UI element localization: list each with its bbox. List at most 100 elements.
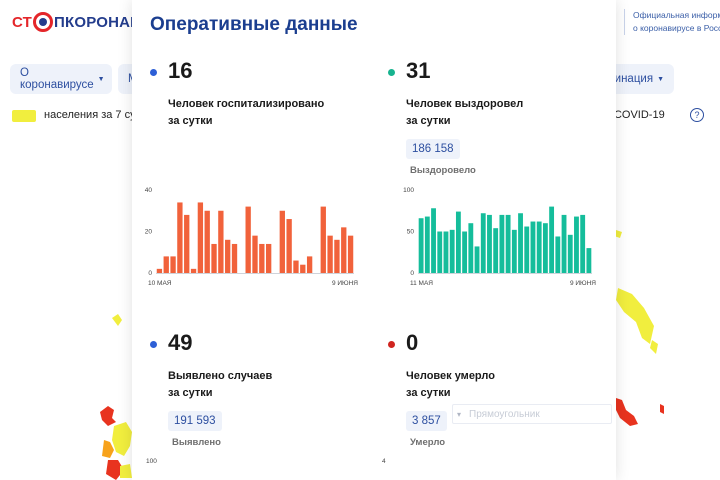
chart-bar[interactable]	[177, 202, 183, 273]
nav-about-coronavirus[interactable]: О коронавирусе ▼	[10, 64, 112, 94]
stat-bullet	[150, 341, 157, 348]
stat-cases: 49 Выявлено случаев за сутки 191 593 Выя…	[150, 330, 370, 456]
official-line-1: Официальная информац	[633, 10, 720, 20]
recovered-line-2: за сутки	[406, 115, 451, 127]
chart-bar[interactable]	[156, 268, 163, 273]
chart-bar[interactable]	[480, 213, 486, 273]
chart-bar[interactable]	[530, 221, 536, 273]
chart-bar[interactable]	[347, 235, 354, 273]
chart-bar[interactable]	[499, 214, 505, 273]
map-region	[112, 314, 122, 326]
recovered-value: 31	[406, 58, 431, 83]
next-chart-ytick-right: 4	[382, 458, 386, 465]
logo-text-kor: ПКОРОНАВИ	[54, 13, 153, 31]
chart-bar[interactable]	[505, 214, 511, 273]
chart-bar[interactable]	[252, 235, 258, 273]
chart-bar[interactable]	[279, 210, 285, 273]
chart-bar[interactable]	[549, 206, 555, 273]
nav-vaccination-label: цинация	[608, 73, 654, 85]
map-region	[650, 340, 658, 354]
chart-bar[interactable]	[449, 229, 455, 273]
chart-bar[interactable]	[455, 211, 461, 273]
x-end-label: 9 ИЮНЯ	[332, 280, 358, 287]
chart-bar[interactable]	[327, 235, 333, 273]
chart-bar[interactable]	[190, 268, 197, 273]
chart-bar[interactable]	[245, 206, 251, 273]
ghost-caret-icon: ▾	[457, 409, 462, 419]
stopcoronavirus-logo[interactable]: СТ ПКОРОНАВИ	[12, 10, 152, 34]
chart-bar[interactable]	[542, 223, 548, 273]
modal-title: Оперативные данные	[150, 14, 358, 35]
deaths-value: 0	[406, 330, 419, 355]
recovered-total: 186 158	[406, 139, 460, 159]
chart-bar[interactable]	[320, 206, 326, 273]
deaths-description: Человек умерло за сутки	[406, 368, 586, 402]
chart-bar[interactable]	[334, 239, 340, 273]
chart-bar[interactable]	[163, 256, 169, 273]
deaths-total-label: Умерло	[410, 437, 446, 448]
chart-bar[interactable]	[443, 231, 449, 274]
hospitalized-value: 16	[168, 58, 193, 83]
chart-bar[interactable]	[204, 210, 210, 273]
map-region	[616, 288, 654, 344]
chart-bar[interactable]	[474, 246, 480, 273]
chart-bar[interactable]	[286, 219, 292, 273]
y-tick-label: 20	[145, 229, 153, 236]
chart-bar[interactable]	[586, 248, 592, 273]
chart-bar[interactable]	[462, 231, 468, 274]
chart-bar[interactable]	[580, 214, 586, 273]
chart-bar[interactable]	[197, 202, 204, 273]
cases-total: 191 593	[168, 411, 222, 431]
hospitalized-line-1: Человек госпитализировано	[168, 98, 325, 110]
chart-bar[interactable]	[218, 210, 224, 273]
ghost-shape-select[interactable]: ▾ Прямоугольник	[452, 404, 612, 424]
map-region	[614, 398, 638, 426]
chart-bar[interactable]	[300, 264, 306, 273]
chart-bar[interactable]	[225, 239, 231, 273]
chart-bar[interactable]	[574, 216, 579, 273]
chart-bar[interactable]	[493, 228, 499, 273]
chart-bar[interactable]	[561, 214, 567, 273]
chart-bar[interactable]	[468, 223, 474, 273]
chart-bar[interactable]	[511, 229, 517, 273]
chart-bar[interactable]	[437, 231, 443, 274]
stat-bullet	[388, 69, 395, 76]
chart-bar[interactable]	[418, 218, 424, 273]
chart-bar[interactable]	[211, 243, 217, 273]
map-legend: населения за 7 сут от COVID-19 ?	[0, 108, 720, 124]
cases-total-label: Выявлено	[172, 437, 221, 448]
stat-hospitalized: 16 Человек госпитализировано за сутки	[150, 58, 370, 184]
chart-bar[interactable]	[231, 243, 238, 273]
recovered-total-label: Выздоровело	[410, 165, 476, 176]
chart-bar[interactable]	[487, 214, 492, 273]
chart-bar[interactable]	[431, 208, 436, 273]
recovered-description: Человек выздоровел за сутки	[406, 96, 586, 130]
chart-bar[interactable]	[524, 226, 530, 273]
map-region	[100, 406, 116, 426]
chart-bar[interactable]	[170, 256, 176, 273]
map-region	[120, 464, 132, 478]
chart-bar[interactable]	[265, 243, 272, 273]
chart-bar[interactable]	[518, 213, 523, 273]
chart-bar[interactable]	[306, 256, 313, 273]
chart-bar[interactable]	[259, 243, 265, 273]
chart-bar[interactable]	[536, 221, 542, 273]
hospitalization-bar-chart: 40 20 0 10 МАЯ 9 ИЮНЯ	[145, 187, 359, 287]
virus-icon	[33, 12, 54, 32]
cases-line-1: Выявлено случаев	[168, 370, 273, 382]
operational-data-modal: Оперативные данные 16 Человек госпитализ…	[132, 0, 616, 480]
chart-bar[interactable]	[293, 260, 299, 273]
chart-bar[interactable]	[555, 236, 561, 273]
chart-bar[interactable]	[567, 234, 573, 273]
map-left-fragments	[100, 314, 132, 480]
deaths-line-2: за сутки	[406, 387, 451, 399]
chart-bar[interactable]	[184, 214, 190, 273]
legend-right-text: от COVID-19	[600, 109, 665, 121]
help-icon[interactable]: ?	[690, 108, 704, 122]
map-region	[112, 422, 132, 456]
chart-bar[interactable]	[341, 227, 347, 273]
y-tick-label: 0	[148, 270, 152, 277]
map-region	[102, 440, 114, 458]
chart-bar[interactable]	[424, 216, 430, 273]
